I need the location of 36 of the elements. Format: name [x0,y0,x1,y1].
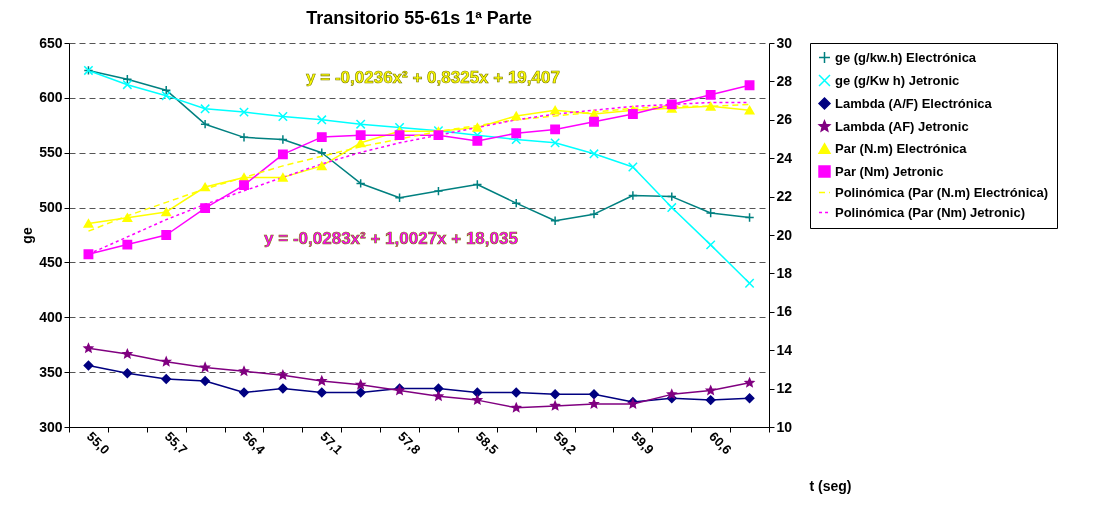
chart-title: Transitorio 55-61s 1ª Parte [306,8,532,28]
y-tick-label: 650 [39,34,63,51]
y-tick-label: 400 [39,308,63,325]
legend-label: Polinómica (Par (N.m) Electrónica) [835,184,1049,200]
y2-tick-label: 12 [776,380,793,397]
legend-label: Polinómica (Par (Nm) Jetronic) [835,204,1025,220]
y-axis-title: ge [19,227,36,244]
y2-tick-label: 30 [776,34,793,51]
legend-label: Lambda (AF) Jetronic [835,118,969,134]
legend-label: ge (g/Kw h) Jetronic [835,72,960,88]
legend-label: Par (N.m) Electrónica [835,140,968,156]
y2-tick-label: 22 [776,188,793,205]
y2-tick-label: 14 [776,341,793,358]
legend-label: ge (g/kw.h) Electrónica [835,49,977,65]
y2-tick-label: 24 [776,149,793,166]
y-tick-label: 450 [39,253,63,270]
y-tick-label: 300 [39,418,63,435]
y2-tick-label: 18 [776,264,793,281]
annotation: y = -0,0236x² + 0,8325x + 19,407 [306,67,560,87]
annotation: y = -0,0283x² + 1,0027x + 18,035 [264,228,518,248]
y2-tick-label: 26 [776,111,793,128]
x-tick-label: 58,5 [472,428,502,458]
x-tick-label: 55,0 [83,428,113,458]
x-tick-label: 55,7 [161,428,191,458]
legend-label: Par (Nm) Jetronic [835,163,944,179]
x-tick-label: 60,6 [706,428,735,458]
y-tick-label: 500 [39,199,63,216]
y2-tick-label: 16 [776,303,793,320]
y-tick-label: 550 [39,144,63,161]
y-tick-label: 350 [39,363,63,380]
legend-label: Lambda (A/F) Electrónica [835,95,993,111]
y2-tick-label: 10 [776,418,793,435]
y2-tick-label: 20 [776,226,793,243]
y-tick-label: 600 [39,89,63,106]
y2-tick-label: 28 [776,72,793,89]
x-axis-title: t (seg) [809,477,852,494]
